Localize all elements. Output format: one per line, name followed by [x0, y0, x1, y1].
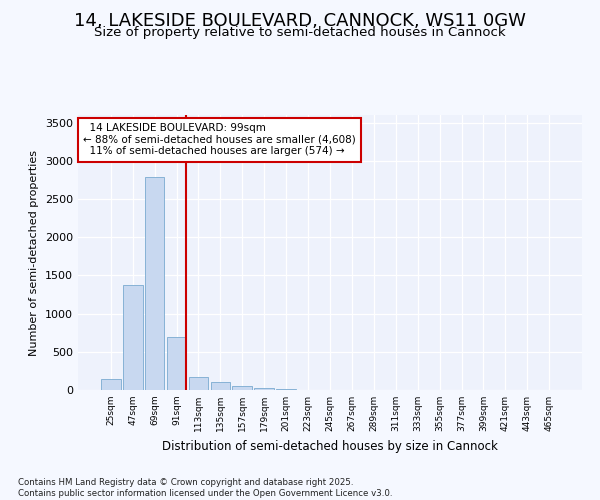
Text: 14, LAKESIDE BOULEVARD, CANNOCK, WS11 0GW: 14, LAKESIDE BOULEVARD, CANNOCK, WS11 0G… — [74, 12, 526, 30]
Text: Size of property relative to semi-detached houses in Cannock: Size of property relative to semi-detach… — [94, 26, 506, 39]
Y-axis label: Number of semi-detached properties: Number of semi-detached properties — [29, 150, 40, 356]
Bar — [276, 389, 296, 390]
Text: 14 LAKESIDE BOULEVARD: 99sqm
← 88% of semi-detached houses are smaller (4,608)
 : 14 LAKESIDE BOULEVARD: 99sqm ← 88% of se… — [83, 123, 356, 156]
Bar — [211, 382, 230, 390]
Bar — [101, 379, 121, 390]
Bar — [254, 388, 274, 390]
Bar — [232, 386, 252, 390]
Text: Contains HM Land Registry data © Crown copyright and database right 2025.
Contai: Contains HM Land Registry data © Crown c… — [18, 478, 392, 498]
Bar — [167, 336, 187, 390]
Bar — [123, 284, 143, 390]
Bar — [188, 376, 208, 390]
Bar — [145, 177, 164, 390]
X-axis label: Distribution of semi-detached houses by size in Cannock: Distribution of semi-detached houses by … — [162, 440, 498, 452]
